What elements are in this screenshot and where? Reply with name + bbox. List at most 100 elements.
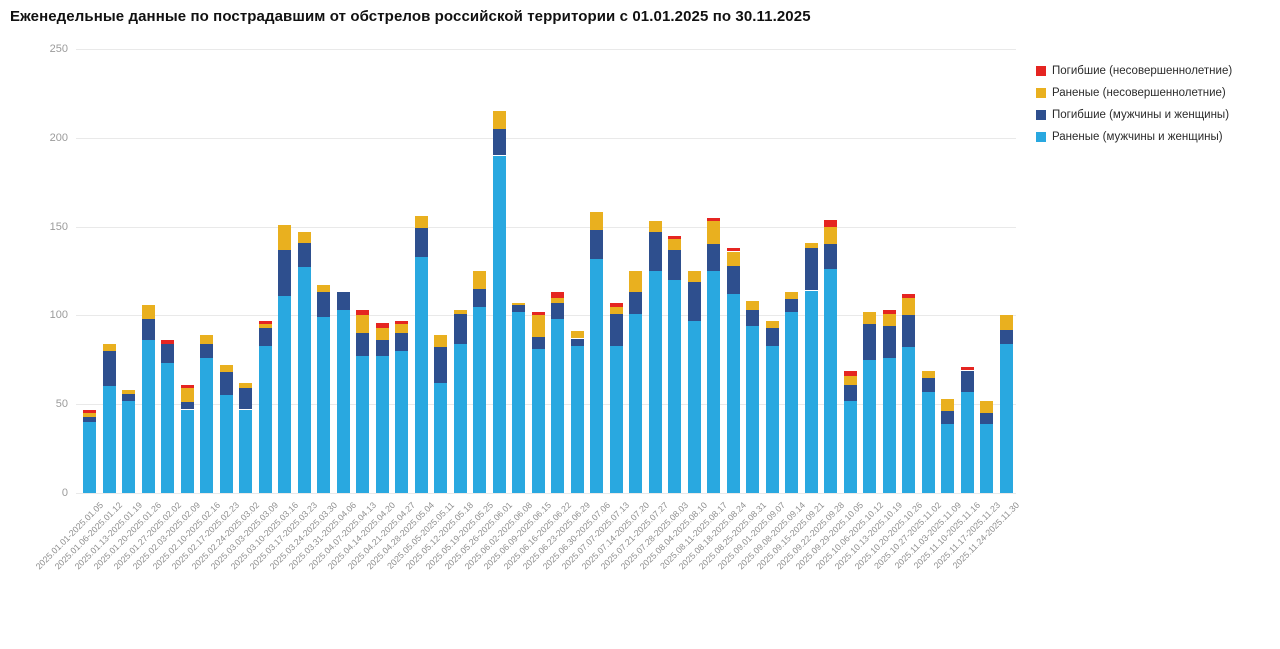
bar-segment[interactable] [785, 311, 799, 493]
bar-segment[interactable] [356, 356, 370, 493]
legend-item-1[interactable]: Раненые (несовершеннолетние) [1036, 82, 1232, 104]
bar-segment[interactable] [258, 345, 272, 493]
bar-segment[interactable] [863, 359, 877, 493]
bar-segment[interactable] [356, 315, 370, 334]
bar-segment[interactable] [200, 334, 214, 344]
bar-segment[interactable] [707, 271, 721, 493]
bar-segment[interactable] [629, 313, 643, 493]
bar-segment[interactable] [317, 317, 331, 493]
bar-segment[interactable] [629, 292, 643, 314]
bar-segment[interactable] [804, 290, 818, 493]
bar-segment[interactable] [180, 409, 194, 493]
bar-segment[interactable] [687, 271, 701, 282]
bar-segment[interactable] [726, 247, 740, 252]
bar-segment[interactable] [414, 228, 428, 257]
bar-segment[interactable] [843, 400, 857, 493]
bar-segment[interactable] [746, 301, 760, 311]
bar-segment[interactable] [278, 295, 292, 493]
bar-segment[interactable] [297, 231, 311, 243]
bar-segment[interactable] [453, 313, 467, 344]
bar-segment[interactable] [395, 333, 409, 351]
bar-segment[interactable] [141, 319, 155, 341]
bar-segment[interactable] [863, 324, 877, 360]
bar-segment[interactable] [551, 319, 565, 493]
bar-segment[interactable] [648, 231, 662, 271]
bar-segment[interactable] [122, 400, 136, 493]
bar-segment[interactable] [941, 411, 955, 424]
bar-segment[interactable] [687, 320, 701, 493]
bar-segment[interactable] [570, 345, 584, 493]
bar-segment[interactable] [141, 340, 155, 493]
bar-segment[interactable] [765, 327, 779, 346]
bar-segment[interactable] [317, 285, 331, 293]
bar-segment[interactable] [590, 212, 604, 231]
bar-segment[interactable] [999, 343, 1013, 493]
bar-segment[interactable] [219, 365, 233, 373]
bar-segment[interactable] [902, 294, 916, 298]
bar-segment[interactable] [668, 279, 682, 493]
bar-segment[interactable] [882, 310, 896, 314]
bar-segment[interactable] [960, 366, 974, 371]
bar-segment[interactable] [785, 292, 799, 300]
bar-segment[interactable] [746, 310, 760, 327]
bar-segment[interactable] [941, 423, 955, 493]
bar-segment[interactable] [804, 242, 818, 248]
bar-segment[interactable] [297, 242, 311, 268]
bar-segment[interactable] [200, 343, 214, 358]
bar-segment[interactable] [473, 306, 487, 493]
bar-segment[interactable] [843, 384, 857, 401]
bar-segment[interactable] [336, 310, 350, 493]
bar-segment[interactable] [200, 358, 214, 493]
bar-segment[interactable] [609, 345, 623, 493]
bar-segment[interactable] [375, 356, 389, 493]
bar-segment[interactable] [882, 313, 896, 326]
bar-segment[interactable] [902, 347, 916, 493]
bar-segment[interactable] [921, 391, 935, 493]
bar-segment[interactable] [726, 265, 740, 295]
bar-segment[interactable] [590, 230, 604, 259]
bar-segment[interactable] [921, 377, 935, 392]
bar-segment[interactable] [629, 271, 643, 293]
legend-item-0[interactable]: Погибшие (несовершеннолетние) [1036, 60, 1232, 82]
bar-segment[interactable] [83, 416, 97, 422]
bar-segment[interactable] [551, 297, 565, 303]
bar-segment[interactable] [434, 347, 448, 383]
bar-segment[interactable] [824, 269, 838, 493]
legend-item-2[interactable]: Погибшие (мужчины и женщины) [1036, 104, 1232, 126]
bar-segment[interactable] [180, 402, 194, 410]
bar-segment[interactable] [375, 327, 389, 341]
bar-segment[interactable] [824, 226, 838, 245]
bar-segment[interactable] [141, 304, 155, 319]
bar-segment[interactable] [122, 390, 136, 394]
bar-segment[interactable] [726, 251, 740, 266]
bar-segment[interactable] [258, 320, 272, 325]
bar-segment[interactable] [317, 292, 331, 318]
bar-segment[interactable] [648, 271, 662, 493]
bar-segment[interactable] [941, 398, 955, 412]
bar-segment[interactable] [434, 382, 448, 493]
bar-segment[interactable] [668, 235, 682, 240]
bar-segment[interactable] [258, 327, 272, 346]
bar-segment[interactable] [882, 326, 896, 359]
bar-segment[interactable] [687, 281, 701, 321]
bar-segment[interactable] [531, 315, 545, 337]
bar-segment[interactable] [102, 343, 116, 351]
bar-segment[interactable] [239, 388, 253, 410]
bar-segment[interactable] [297, 267, 311, 493]
bar-segment[interactable] [83, 409, 97, 414]
bar-segment[interactable] [473, 288, 487, 307]
bar-segment[interactable] [999, 315, 1013, 330]
bar-segment[interactable] [395, 350, 409, 493]
bar-segment[interactable] [414, 256, 428, 493]
bar-segment[interactable] [356, 333, 370, 357]
bar-segment[interactable] [122, 393, 136, 401]
bar-segment[interactable] [590, 258, 604, 493]
bar-segment[interactable] [473, 271, 487, 289]
bar-segment[interactable] [531, 336, 545, 350]
bar-segment[interactable] [707, 244, 721, 271]
bar-segment[interactable] [239, 382, 253, 389]
bar-segment[interactable] [531, 349, 545, 493]
bar-segment[interactable] [551, 292, 565, 298]
bar-segment[interactable] [219, 372, 233, 396]
bar-segment[interactable] [746, 326, 760, 493]
